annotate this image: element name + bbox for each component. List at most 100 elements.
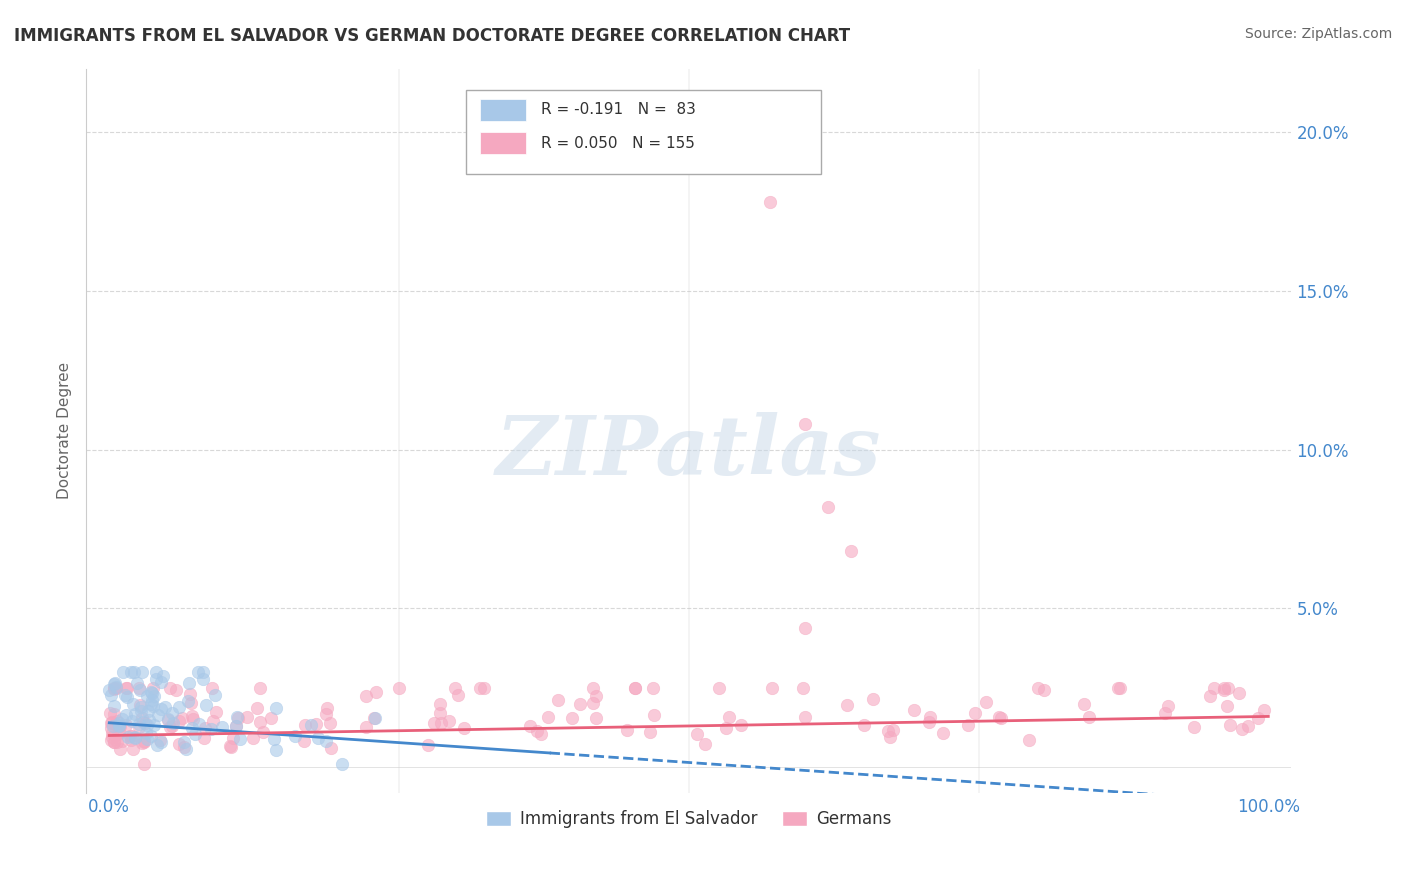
Point <box>793 620 815 634</box>
Point <box>249 681 271 695</box>
Point <box>315 734 337 748</box>
Point <box>537 710 560 724</box>
Point <box>100 716 122 731</box>
Point <box>131 704 153 718</box>
Point <box>429 706 451 721</box>
Point <box>101 719 124 733</box>
Point <box>1073 697 1095 711</box>
Point <box>100 714 122 729</box>
Point <box>852 717 875 731</box>
Point <box>135 690 157 704</box>
Point <box>167 714 190 729</box>
Point <box>1227 686 1250 700</box>
Point <box>121 714 143 728</box>
Point <box>173 740 195 755</box>
Point <box>145 665 167 679</box>
Point <box>103 699 125 714</box>
Point <box>242 731 264 745</box>
Point <box>149 675 172 690</box>
Point <box>139 729 162 743</box>
Point <box>108 719 131 733</box>
Point <box>115 708 138 723</box>
Point <box>136 732 159 747</box>
Point <box>437 714 460 728</box>
Point <box>793 417 815 432</box>
Point <box>446 688 468 702</box>
Point <box>157 712 180 726</box>
Point <box>468 681 491 695</box>
Point <box>204 705 226 719</box>
Point <box>643 708 665 723</box>
Point <box>472 681 495 695</box>
Point <box>839 544 862 558</box>
Point <box>1199 689 1222 703</box>
Point <box>363 711 385 725</box>
Point <box>100 688 122 702</box>
Point <box>354 720 377 734</box>
Point <box>159 681 181 695</box>
Point <box>582 696 605 710</box>
Point <box>103 735 125 749</box>
Point <box>141 697 163 711</box>
Point <box>107 727 129 741</box>
Point <box>108 718 131 732</box>
Point <box>920 709 942 723</box>
Point <box>879 730 901 744</box>
Point <box>581 681 603 695</box>
Point <box>112 665 135 679</box>
Point <box>103 735 125 749</box>
Point <box>204 688 226 702</box>
Point <box>1108 681 1130 695</box>
Point <box>100 731 122 745</box>
Point <box>173 735 195 749</box>
Point <box>167 700 190 714</box>
Point <box>817 500 839 514</box>
Point <box>165 682 187 697</box>
Point <box>193 721 215 735</box>
Point <box>956 718 979 732</box>
Point <box>105 735 128 749</box>
Point <box>184 726 207 740</box>
Point <box>124 731 146 746</box>
Text: Source: ZipAtlas.com: Source: ZipAtlas.com <box>1244 27 1392 41</box>
Point <box>135 717 157 731</box>
Point <box>429 697 451 711</box>
Point <box>124 730 146 744</box>
Point <box>1156 699 1178 714</box>
Point <box>1232 722 1254 736</box>
Point <box>174 741 197 756</box>
Point <box>187 717 209 731</box>
Point <box>110 718 132 732</box>
Point <box>152 669 174 683</box>
Point <box>643 681 665 695</box>
Point <box>105 714 128 728</box>
Point <box>918 714 941 729</box>
Point <box>222 731 245 745</box>
Point <box>128 720 150 734</box>
Point <box>104 717 127 731</box>
Point <box>142 681 165 695</box>
Point <box>122 697 145 711</box>
Point <box>330 756 353 771</box>
Point <box>128 681 150 695</box>
Point <box>354 690 377 704</box>
Point <box>294 718 316 732</box>
Point <box>125 676 148 690</box>
Point <box>177 694 200 708</box>
Point <box>709 681 731 695</box>
Point <box>686 727 709 741</box>
FancyBboxPatch shape <box>465 90 821 174</box>
Text: IMMIGRANTS FROM EL SALVADOR VS GERMAN DOCTORATE DEGREE CORRELATION CHART: IMMIGRANTS FROM EL SALVADOR VS GERMAN DO… <box>14 27 851 45</box>
Point <box>211 720 233 734</box>
Point <box>526 724 548 739</box>
Point <box>118 730 141 744</box>
Point <box>110 742 132 756</box>
Point <box>1213 683 1236 698</box>
Point <box>108 716 131 731</box>
Point <box>585 711 607 725</box>
Point <box>903 703 925 717</box>
Point <box>108 724 131 739</box>
Point <box>315 706 337 721</box>
Point <box>226 711 249 725</box>
Point <box>1032 682 1054 697</box>
